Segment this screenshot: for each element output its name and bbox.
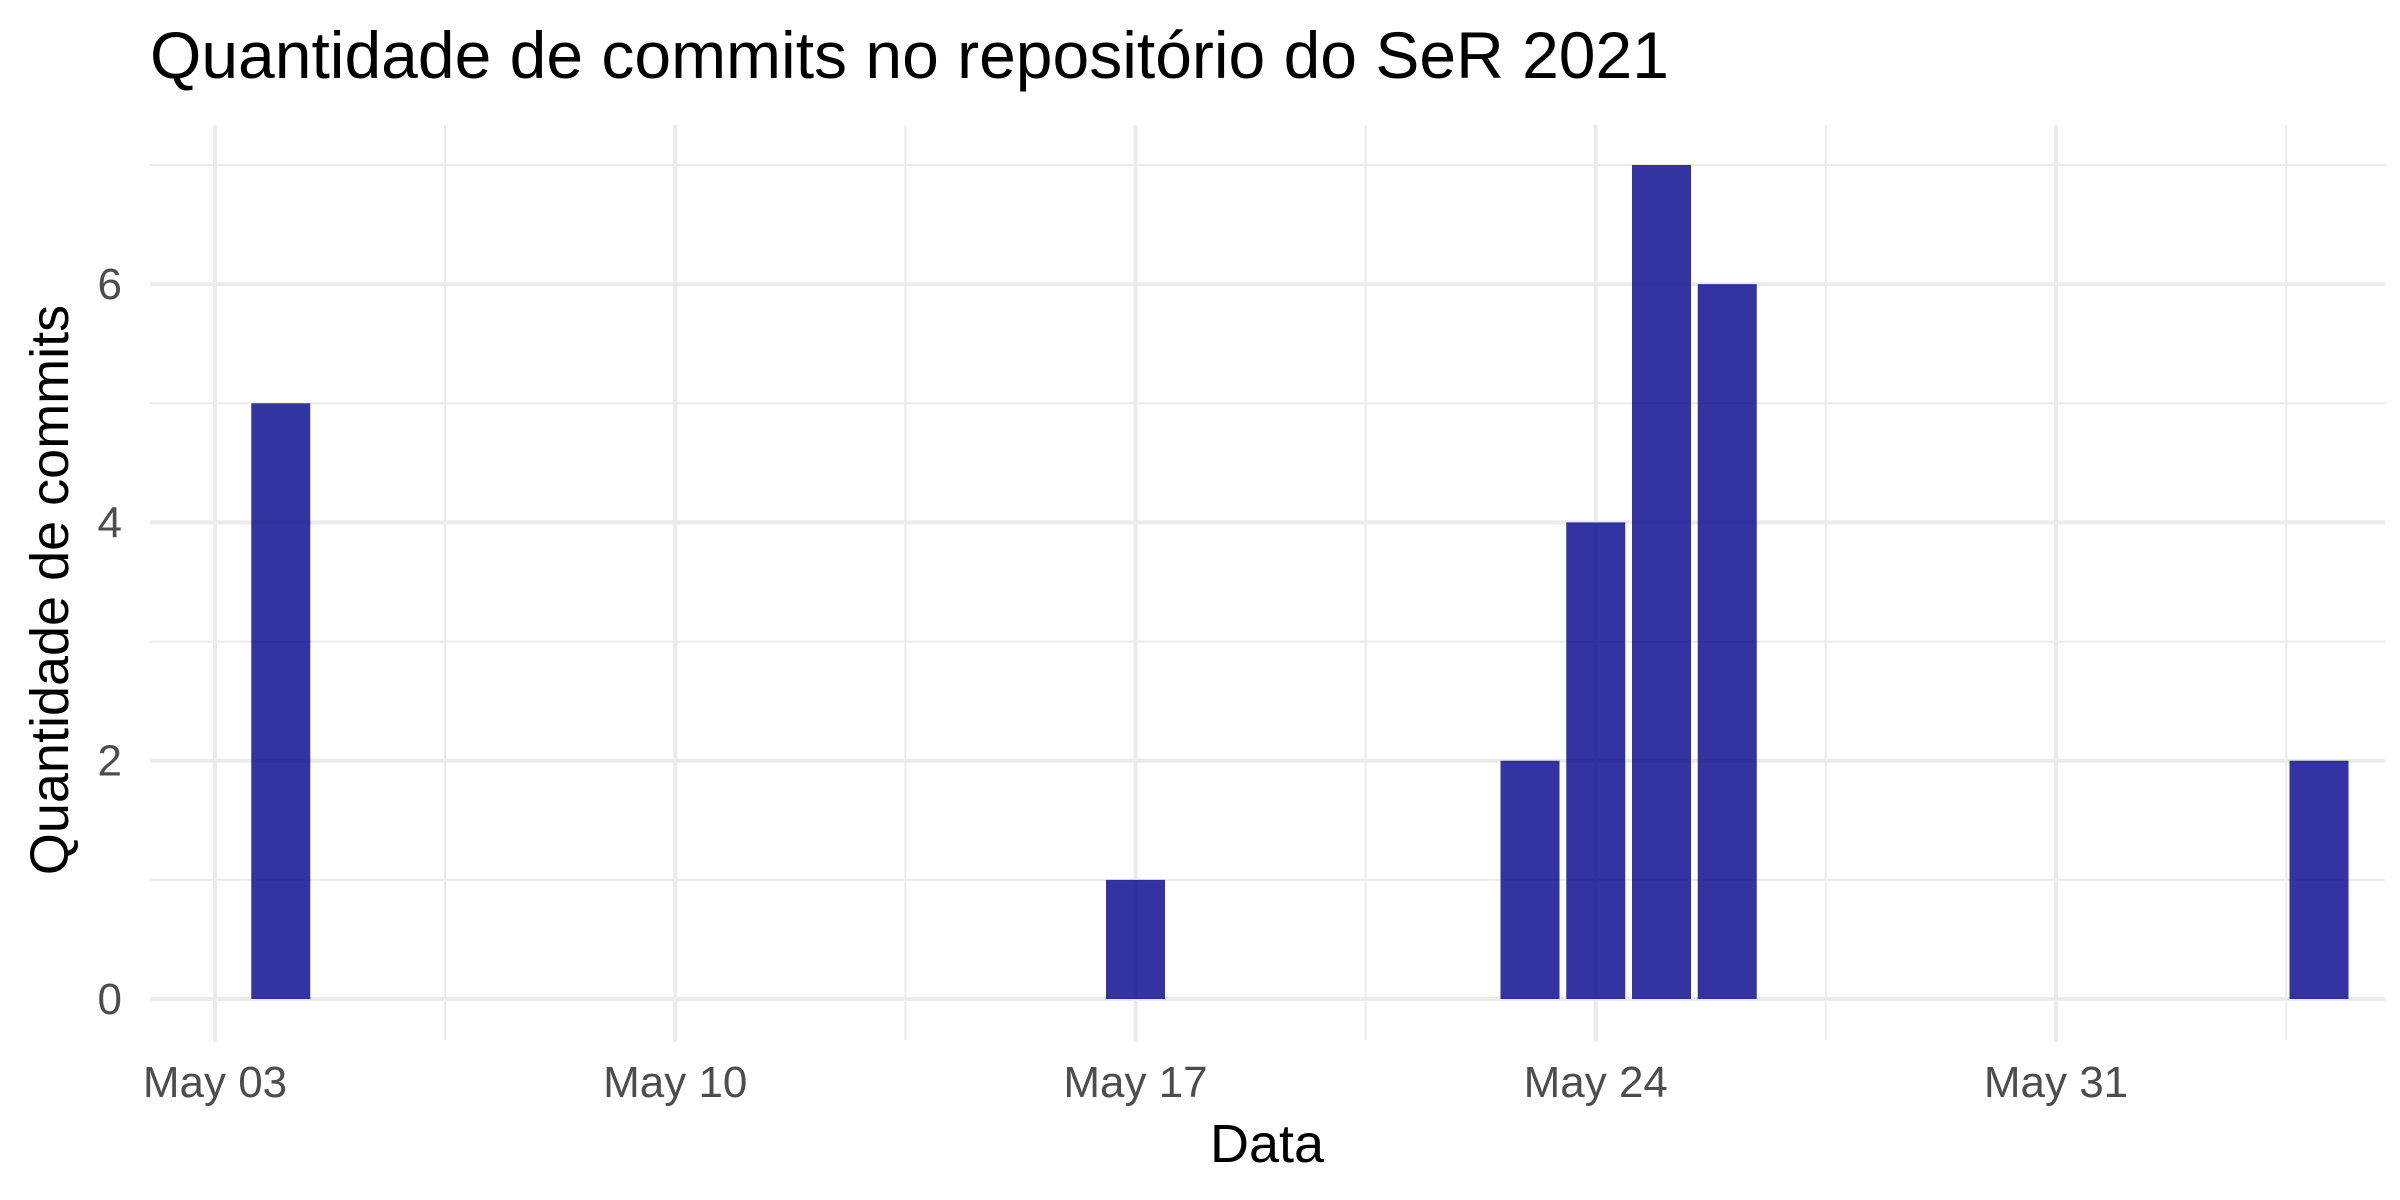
x-tick-label: May 31: [1984, 1058, 2128, 1107]
x-tick-label: May 03: [143, 1058, 287, 1107]
bar-2021-05-23: [1500, 760, 1560, 999]
chart-title: Quantidade de commits no repositório do …: [150, 18, 1669, 92]
bar-2021-05-25: [1632, 165, 1691, 999]
bars: [251, 165, 2349, 1000]
x-tick-label: May 17: [1063, 1058, 1207, 1107]
y-tick-label: 0: [98, 975, 122, 1024]
y-tick-label: 6: [98, 260, 122, 309]
y-axis-title: Quantidade de commits: [20, 305, 80, 875]
grid-lines: [150, 125, 2385, 1040]
x-tick-label: May 10: [603, 1058, 747, 1107]
y-tick-label: 4: [98, 498, 122, 547]
bar-2021-05-04: [251, 403, 311, 999]
bar-2021-06-04: [2289, 760, 2349, 999]
y-tick-label: 2: [98, 737, 122, 786]
y-axis-ticks: 0 2 4 6: [98, 260, 122, 1024]
x-axis-title: Data: [1210, 1114, 1325, 1174]
x-tick-label: May 24: [1524, 1058, 1668, 1107]
bar-2021-05-17: [1106, 879, 1165, 999]
x-axis-ticks: May 03 May 10 May 17 May 24 May 31: [143, 1000, 2128, 1107]
bar-2021-05-24: [1566, 522, 1626, 999]
bar-2021-05-26: [1697, 284, 1757, 1000]
